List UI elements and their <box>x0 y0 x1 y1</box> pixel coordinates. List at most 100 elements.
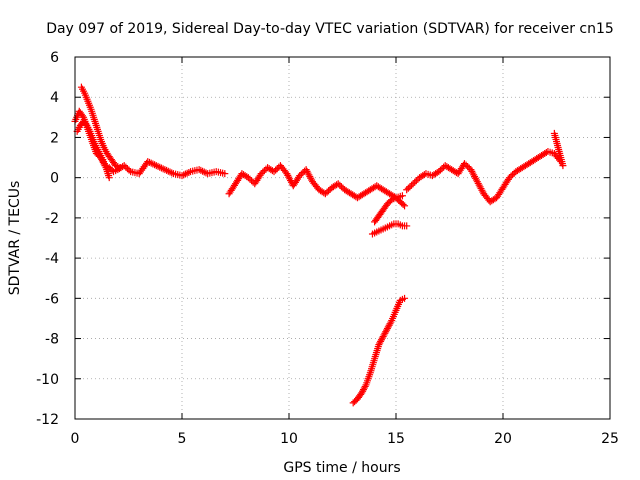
series-3 <box>73 117 113 182</box>
data-point-fill <box>383 326 391 334</box>
data-point-fill <box>197 166 205 174</box>
data-point-fill <box>154 162 162 170</box>
data-point-fill <box>382 328 390 336</box>
data-point <box>401 202 409 210</box>
data-point-fill <box>246 175 254 183</box>
data-point-fill <box>156 163 164 171</box>
data-point-fill <box>359 386 367 394</box>
data-point <box>505 174 513 182</box>
series-9 <box>349 294 409 407</box>
data-point-fill <box>399 200 407 208</box>
data-point <box>403 186 411 194</box>
data-point-fill <box>377 336 385 344</box>
data-point-fill <box>377 337 385 345</box>
data-point <box>409 180 417 188</box>
y-tick-label: -2 <box>45 211 59 227</box>
data-point-fill <box>149 160 157 168</box>
data-point-fill <box>168 169 176 177</box>
data-point-fill <box>200 168 208 176</box>
x-tick-label: 15 <box>387 431 405 447</box>
data-point-fill <box>123 165 131 173</box>
data-point-fill <box>386 197 394 205</box>
data-point-fill <box>404 184 412 192</box>
data-point-fill <box>159 165 167 173</box>
x-tick-label: 0 <box>71 431 80 447</box>
data-point-fill <box>181 170 189 178</box>
series-7 <box>371 194 409 226</box>
data-point <box>401 294 409 302</box>
data-point <box>105 174 113 182</box>
data-point-fill <box>406 183 414 191</box>
data-point-fill <box>384 323 392 331</box>
series-6 <box>550 129 567 170</box>
data-point-fill <box>507 172 515 180</box>
y-tick-label: 2 <box>50 130 59 146</box>
data-point-fill <box>125 166 133 174</box>
data-point-fill <box>323 188 331 196</box>
data-point-fill <box>387 318 395 326</box>
y-tick-label: 4 <box>50 90 59 106</box>
data-point-fill <box>163 166 171 174</box>
y-tick-label: -6 <box>45 291 59 307</box>
data-point <box>321 190 329 198</box>
data-point <box>178 172 186 180</box>
data-point-fill <box>359 387 367 395</box>
data-point-fill <box>386 320 394 328</box>
series-2 <box>77 83 124 172</box>
data-point <box>375 341 383 349</box>
x-tick-label: 10 <box>280 431 298 447</box>
data-point-fill <box>381 329 389 337</box>
data-point-fill <box>438 165 446 173</box>
data-point-fill <box>147 159 155 167</box>
data-point <box>116 164 124 172</box>
data-points <box>71 83 567 407</box>
y-tick-label: 0 <box>50 171 59 187</box>
data-point-fill <box>436 166 444 174</box>
data-point-fill <box>361 382 369 390</box>
data-point <box>244 174 252 182</box>
data-point-fill <box>464 163 472 171</box>
data-point <box>270 168 278 176</box>
data-point <box>379 333 387 341</box>
data-point-fill <box>297 170 305 178</box>
y-tick-label: -12 <box>36 412 59 428</box>
data-point-fill <box>408 181 416 189</box>
data-point <box>161 166 169 174</box>
data-point <box>460 160 468 168</box>
data-point-fill <box>122 163 130 171</box>
tick-labels: 0 5 10 15 20 25 -12 -10 -8 -6 -4 -2 0 2 4 6 <box>36 50 619 447</box>
data-point-fill <box>199 167 207 175</box>
data-point-fill <box>378 334 386 342</box>
x-tick-label: 20 <box>494 431 512 447</box>
data-point-fill <box>164 167 172 175</box>
y-tick-label: -4 <box>45 251 59 267</box>
plot-frame <box>74 56 611 420</box>
data-point <box>152 162 160 170</box>
chart-title: Day 097 of 2019, Sidereal Day-to-day VTE… <box>46 21 614 37</box>
data-point <box>144 158 152 166</box>
data-point-fill <box>462 161 470 169</box>
data-point-fill <box>336 181 344 189</box>
data-point-fill <box>412 177 420 185</box>
data-point <box>358 389 366 397</box>
data-point-fill <box>166 168 174 176</box>
data-point <box>398 192 406 200</box>
data-point-fill <box>185 168 193 176</box>
data-point-fill <box>145 158 153 166</box>
data-point-fill <box>157 164 165 172</box>
data-point <box>559 162 567 170</box>
x-tick-label: 25 <box>601 431 619 447</box>
data-point <box>195 166 203 174</box>
grid-lines <box>75 57 610 419</box>
data-point <box>403 222 411 230</box>
data-point-fill <box>180 171 188 179</box>
y-tick-label: -10 <box>36 372 59 388</box>
data-point <box>296 172 304 180</box>
data-point-fill <box>272 166 280 174</box>
data-point-fill <box>325 187 333 195</box>
data-point-fill <box>151 161 159 169</box>
data-point-fill <box>376 339 384 347</box>
data-point <box>120 162 128 170</box>
